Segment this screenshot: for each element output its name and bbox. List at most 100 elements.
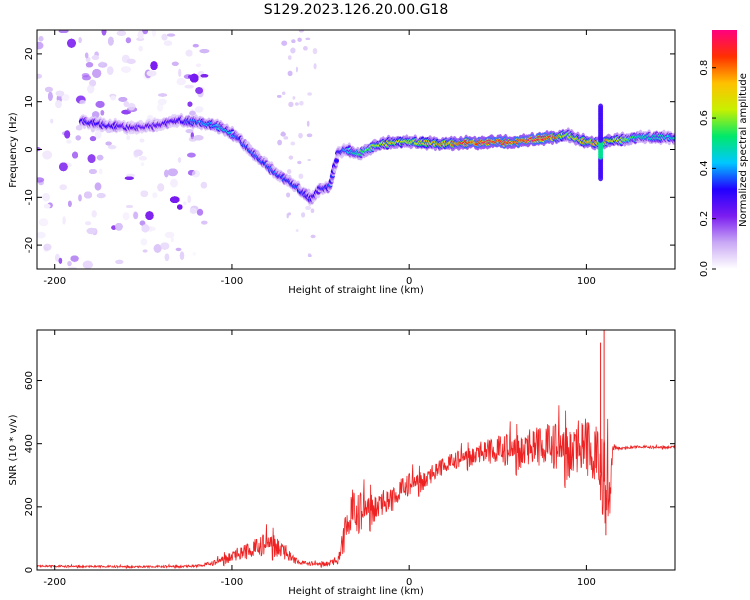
noise-blob (298, 30, 304, 33)
colorbar-tick-label: 0.2 (699, 211, 710, 227)
noise-blob (89, 136, 97, 142)
noise-blob (126, 205, 133, 208)
snr-x-ticks: -200 -100 0 100 (43, 330, 596, 588)
noise-blob (139, 138, 145, 143)
noise-blob (157, 98, 167, 106)
noise-blob (288, 155, 294, 160)
noise-blob (89, 136, 97, 142)
noise-blob (298, 173, 304, 179)
noise-blob (196, 63, 201, 67)
colorbar-label: Normalized spectral amplitude (738, 73, 749, 227)
x-tick-label: 100 (577, 577, 596, 588)
colorbar-tick-label: 0.8 (699, 60, 710, 76)
noise-blob (38, 218, 49, 227)
noise-blob (82, 260, 93, 269)
noise-blob (189, 207, 197, 214)
noise-blob (54, 253, 60, 262)
noise-blob (139, 156, 147, 161)
noise-blob (313, 63, 317, 70)
noise-blob (184, 84, 194, 89)
noise-blob (288, 55, 292, 60)
noise-blob (170, 178, 178, 188)
noise-blob (286, 192, 291, 198)
noise-blob (195, 87, 203, 94)
noise-blob (160, 242, 170, 250)
noise-blob (118, 97, 128, 102)
noise-blob (295, 102, 299, 106)
noise-blob (108, 36, 114, 46)
noise-blob (191, 170, 200, 178)
noise-blob (133, 211, 139, 220)
noise-blob (277, 139, 282, 146)
noise-blob (146, 70, 157, 77)
noise-blob (201, 220, 208, 225)
noise-blob (108, 145, 117, 150)
noise-blob (306, 120, 310, 127)
noise-blob (59, 184, 67, 190)
noise-blob (137, 30, 144, 39)
y-tick-label: 20 (24, 48, 35, 61)
noise-blob (146, 70, 157, 77)
noise-blob (124, 176, 134, 180)
noise-blob (287, 169, 292, 174)
noise-blob (189, 73, 199, 83)
colorbar-tick-label: 0.4 (699, 160, 710, 176)
noise-blob (62, 216, 66, 225)
noise-blob (111, 225, 117, 230)
noise-blob (200, 74, 209, 78)
noise-blob (107, 66, 114, 75)
x-tick-label: 0 (406, 577, 412, 588)
noise-blob (91, 210, 97, 218)
noise-blob (68, 200, 72, 207)
x-tick-label: 100 (577, 276, 596, 287)
noise-blob (89, 136, 97, 142)
noise-blob (312, 48, 318, 55)
noise-blob (62, 216, 66, 225)
noise-blob (111, 225, 117, 230)
noise-blob (310, 208, 315, 213)
noise-blob (307, 159, 311, 161)
x-tick-label: -100 (221, 577, 244, 588)
colorbar-tick-label: 0.0 (699, 261, 710, 277)
spectrogram-y-label: Frequency (Hz) (8, 112, 19, 188)
noise-blob (164, 253, 170, 262)
noise-blob (282, 91, 286, 96)
noise-blob (89, 169, 97, 174)
noise-blob (91, 210, 97, 218)
y-tick-label: 200 (24, 497, 35, 516)
noise-blob (139, 138, 145, 143)
noise-blob (185, 129, 194, 134)
noise-blob (111, 225, 117, 230)
noise-blob (94, 130, 102, 139)
noise-blob (92, 69, 102, 78)
noise-blob (94, 182, 102, 191)
noise-blob (142, 30, 148, 35)
noise-blob (121, 66, 131, 73)
noise-blob (62, 216, 66, 225)
y-tick-label: -20 (24, 237, 35, 253)
y-tick-label: -10 (24, 189, 35, 205)
noise-blob (157, 103, 164, 112)
noise-blob (91, 210, 97, 218)
noise-blob (110, 95, 116, 101)
noise-blob (139, 138, 145, 143)
noise-blob (150, 61, 158, 70)
noise-blob (66, 139, 72, 144)
noise-blob (281, 40, 288, 46)
noise-blob (139, 220, 146, 226)
noise-blob (195, 106, 204, 113)
noise-blob (87, 154, 96, 163)
noise-blob (193, 135, 204, 141)
noise-blob (37, 41, 44, 50)
noise-blob (37, 231, 46, 239)
noise-blob (62, 216, 66, 225)
noise-blob (196, 208, 204, 216)
noise-blob (111, 225, 117, 230)
noise-blob (288, 101, 294, 108)
spectrogram-x-ticks: -200 -100 0 100 (43, 30, 596, 287)
noise-blob (170, 196, 180, 203)
noise-blob (301, 212, 306, 218)
noise-blob (171, 61, 179, 66)
snr-line (37, 330, 675, 570)
